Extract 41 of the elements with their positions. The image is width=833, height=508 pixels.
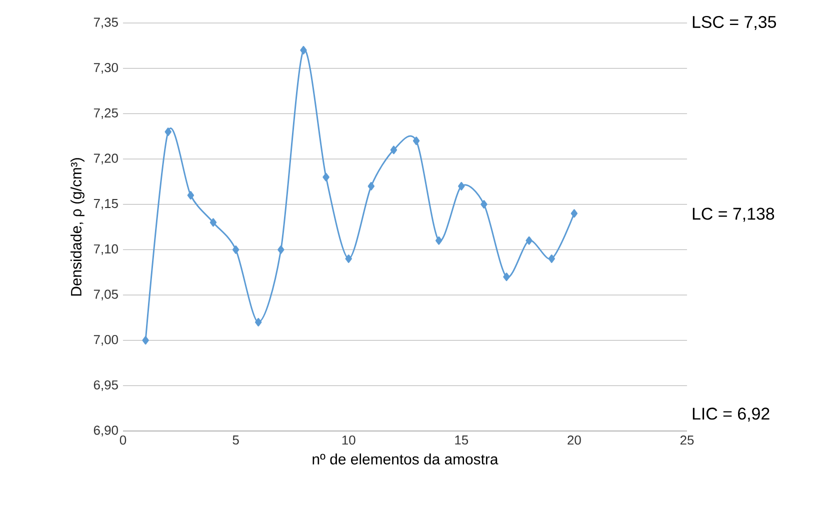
point [480,200,488,209]
point [435,236,442,245]
y-tick-label: 7,10 [94,244,118,256]
point [345,254,352,263]
x-tick-label: 20 [568,436,581,445]
point [548,254,556,263]
point [322,172,330,182]
point [232,245,240,254]
y-tick-label: 6,90 [94,426,118,436]
x-tick-label: 0 [120,436,126,445]
y-tick-label: 7,25 [94,108,118,120]
point [368,182,375,190]
point [164,128,172,136]
y-tick-label: 7,05 [94,290,118,300]
y-tick-label: 7,00 [94,334,118,346]
y-tick-label: 7,30 [94,62,118,74]
y-tick-label: 6,95 [94,380,118,392]
point [254,318,262,326]
y-tick-label: 7,15 [94,199,118,210]
point [526,236,532,245]
point [210,218,217,227]
point [300,46,307,54]
point [570,209,578,218]
point [412,136,420,146]
text: LSC = 7,35 [692,16,776,30]
point [458,182,465,190]
x-axis-title: nº de elementos da amostra [312,454,498,464]
point [142,336,149,345]
point [503,272,510,282]
point [390,146,398,154]
text: LIC = 6,92 [692,408,770,422]
x-tick-label: 15 [455,436,468,445]
point [187,191,194,200]
text: LC = 7,138 [692,208,774,222]
x-tick-label: 10 [342,436,356,445]
y-tick-label: 7,35 [94,18,118,28]
x-tick-label: 5 [232,436,239,445]
x-tick-label: 25 [680,436,694,445]
y-tick-label: 7,20 [94,154,118,164]
y-axis-title: Densidade, ρ (g/cm³) [70,158,84,296]
point [278,245,284,254]
